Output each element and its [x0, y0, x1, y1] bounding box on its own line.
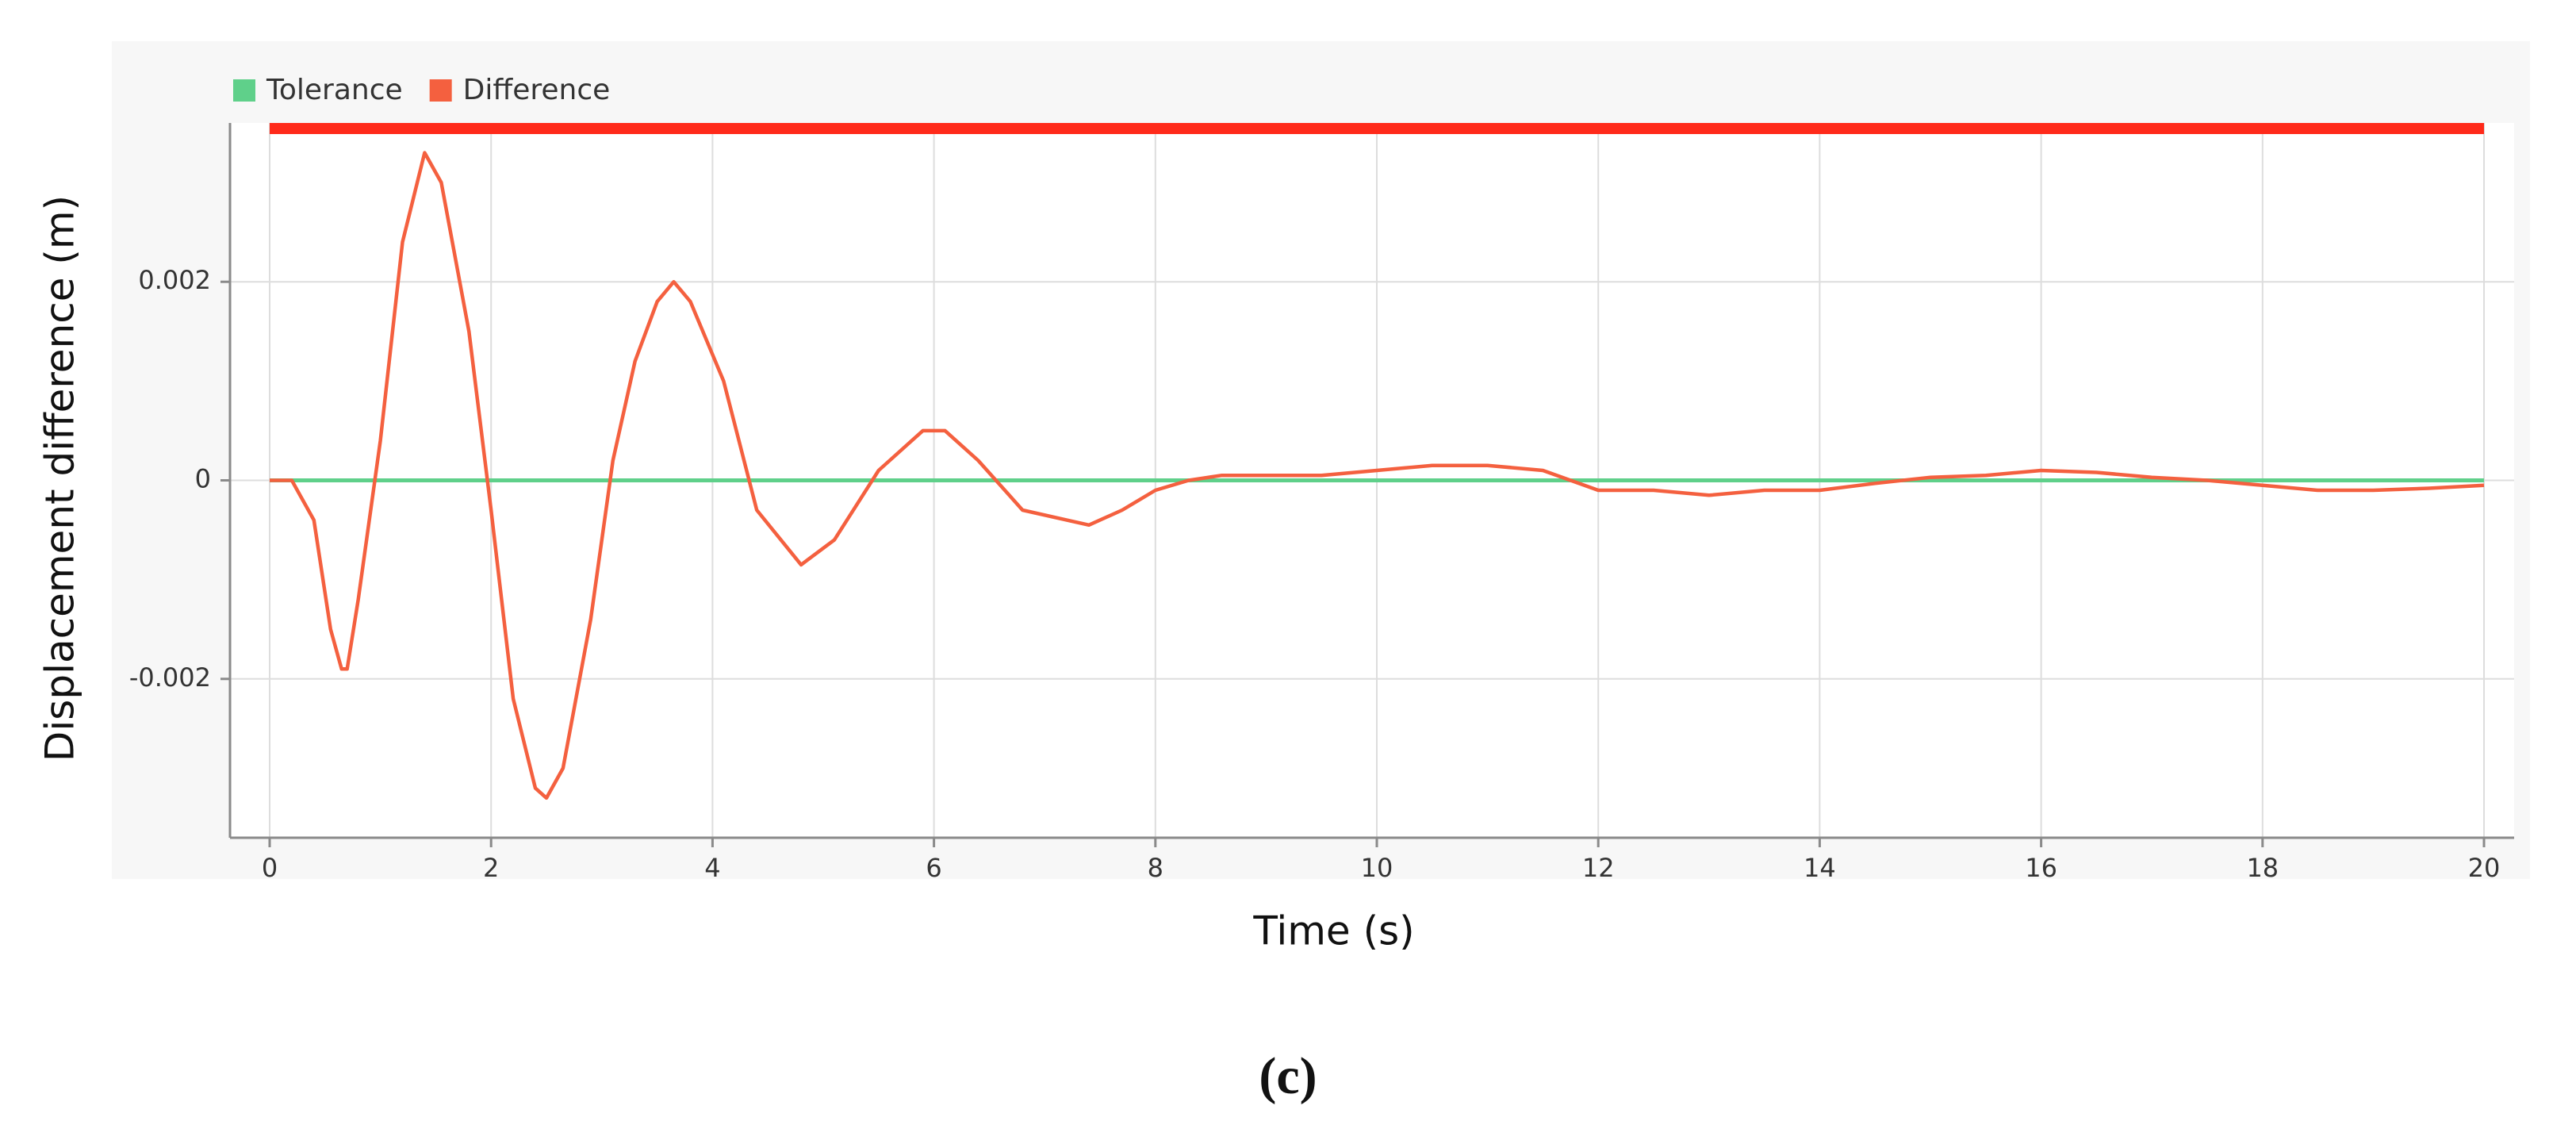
y-tick-label: 0 — [195, 464, 211, 494]
y-tick-label: -0.002 — [129, 662, 211, 693]
caption: (c) — [1259, 1047, 1317, 1105]
series-line — [270, 151, 2485, 800]
x-axis-title: Time (s) — [1252, 908, 1414, 954]
x-tick-label: 8 — [1148, 853, 1163, 883]
x-tick-label: 18 — [2246, 853, 2279, 883]
x-tick-label: 10 — [1361, 853, 1393, 883]
x-tick-label: 4 — [704, 853, 720, 883]
series-layer — [270, 151, 2485, 800]
x-tick-label: 16 — [2025, 853, 2057, 883]
x-tick-label: 14 — [1804, 853, 1836, 883]
x-tick-label: 0 — [262, 853, 278, 883]
x-tick-label: 6 — [926, 853, 941, 883]
x-tick-label: 12 — [1582, 853, 1615, 883]
legend-label: Tolerance — [266, 74, 403, 106]
x-tick-label: 20 — [2468, 853, 2501, 883]
tick-layer: 0 2 4 6 8 10 12 14 16 18 20 -0.002 0 0.002 — [129, 265, 2501, 883]
y-axis-title: Displacement difference (m) — [37, 195, 83, 762]
legend-swatch — [233, 79, 255, 102]
y-tick-label: 0.002 — [138, 265, 211, 295]
legend: Tolerance Difference — [233, 74, 610, 106]
legend-label: Difference — [463, 74, 611, 106]
legend-swatch — [429, 79, 452, 102]
x-tick-label: 2 — [483, 853, 499, 883]
